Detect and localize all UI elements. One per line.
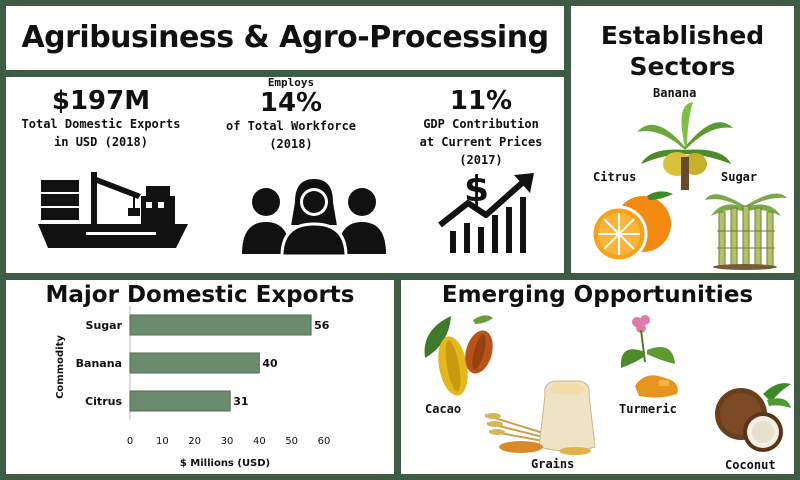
bar-sugar: [129, 314, 312, 336]
bar-banana: [129, 352, 260, 374]
established-sectors-panel: Established Sectors Banana Citrus Sugar: [571, 6, 794, 273]
banana-plant-icon: [637, 102, 733, 190]
emerging-title: Emerging Opportunities: [441, 282, 754, 308]
growth-chart-icon: $: [438, 169, 534, 253]
stat-description: of Total Workforce (2018): [225, 119, 357, 151]
workforce-people-icon: [242, 176, 386, 257]
x-tick-label: 20: [188, 436, 201, 447]
category-label: Banana: [76, 357, 122, 370]
x-tick-label: 40: [253, 436, 266, 447]
turmeric-plant-icon: [620, 315, 678, 398]
orange-fruit-icon: [590, 191, 673, 263]
cargo-ship-icon: [38, 172, 188, 248]
grain-sack-icon: [484, 380, 596, 455]
sector-label-citrus: Citrus: [593, 170, 637, 184]
title-panel: Agribusiness & Agro-Processing: [6, 6, 564, 70]
stat-description: Total Domestic Exports in USD (2018): [21, 117, 181, 149]
data-label: 40: [262, 357, 278, 370]
bar-citrus: [129, 390, 231, 412]
y-axis-label: Commodity: [55, 335, 66, 399]
x-tick-label: 0: [127, 436, 133, 447]
stat-value: 11%: [449, 86, 513, 116]
sector-label-banana: Banana: [653, 86, 697, 100]
stat-exports: $197M Total Domestic Exports in USD (201…: [6, 87, 196, 151]
major-exports-panel: Major Domestic Exports Commodity $ Milli…: [6, 280, 394, 474]
category-label: Citrus: [85, 395, 122, 408]
page-title: Agribusiness & Agro-Processing: [21, 20, 549, 55]
sector-label-sugar: Sugar: [721, 170, 758, 184]
category-label: Sugar: [86, 319, 123, 332]
stat-prefix: Employs: [267, 77, 315, 89]
stat-description: GDP Contribution at Current Prices (2017…: [419, 117, 543, 167]
sectors-title: Established Sectors: [600, 21, 765, 81]
emerging-opportunities-panel: Emerging Opportunities Cacao Grains: [401, 280, 794, 474]
data-label: 31: [233, 395, 248, 408]
data-label: 56: [314, 319, 330, 332]
opportunity-label-turmeric: Turmeric: [619, 402, 677, 416]
stat-workforce: Employs 14% of Total Workforce (2018): [206, 77, 376, 153]
cacao-pod-icon: [424, 315, 493, 396]
x-tick-label: 60: [318, 436, 331, 447]
key-stats-panel: $197M Total Domestic Exports in USD (201…: [6, 77, 564, 273]
stat-value: 14%: [259, 88, 323, 118]
opportunity-label-grains: Grains: [531, 457, 575, 471]
stat-value: $197M: [51, 86, 151, 116]
x-tick-label: 50: [285, 436, 298, 447]
opportunity-label-coconut: Coconut: [725, 458, 776, 472]
exports-title: Major Domestic Exports: [45, 282, 355, 308]
opportunity-label-cacao: Cacao: [425, 402, 462, 416]
sugarcane-icon: [705, 193, 787, 270]
x-axis-label: $ Millions (USD): [180, 458, 270, 469]
exports-bar-chart: Commodity $ Millions (USD) Sugar 56 Banana…: [55, 306, 331, 469]
x-tick-label: 30: [221, 436, 234, 447]
x-tick-label: 10: [156, 436, 169, 447]
coconut-icon: [715, 383, 791, 452]
stat-gdp: 11% GDP Contribution at Current Prices (…: [396, 87, 564, 169]
